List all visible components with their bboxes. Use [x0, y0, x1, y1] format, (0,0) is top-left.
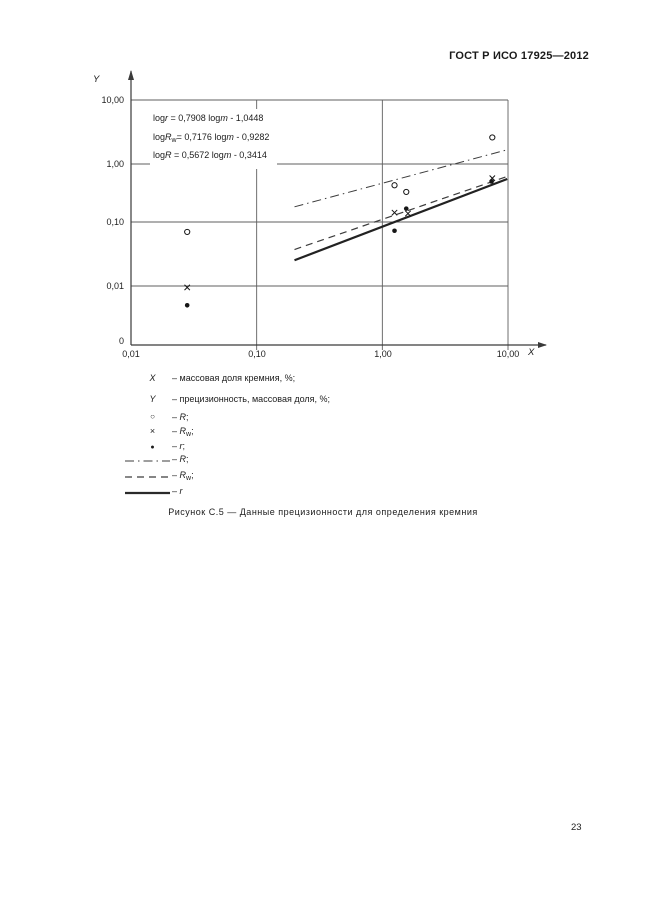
chart-legend: X – массовая доля кремния, %; Y – прециз…	[125, 368, 525, 508]
equation-r: logr = 0,7908 logm - 1,0448	[153, 113, 264, 123]
document-title: ГОСТ Р ИСО 17925—2012	[449, 50, 589, 62]
x-tick-0-01: 0,01	[122, 349, 140, 359]
legend-item-y-axis: Y – прецизионность, массовая доля, %;	[125, 394, 505, 408]
x-cross-marker-icon: ×	[149, 426, 156, 436]
y-tick-0-01: 0,01	[106, 281, 124, 291]
equation-rw: logRw= 0,7176 logm - 0,9282	[153, 131, 270, 144]
open-circle-marker-icon: ○	[150, 412, 155, 421]
y-axis-label: Y	[93, 74, 100, 85]
legend-item-Rw-marker: × – Rw;	[125, 426, 505, 440]
filled-dot-marker-icon: ●	[150, 444, 155, 451]
x-tick-10: 10,00	[496, 349, 520, 359]
y-tick-10: 10,00	[101, 95, 124, 105]
dashdot-line-icon	[125, 460, 170, 462]
legend-item-x-axis: X – массовая доля кремния, %;	[125, 373, 505, 387]
x-symbol: X	[149, 373, 156, 383]
legend-item-Rw-line: – Rw;	[125, 470, 505, 484]
page-number: 23	[571, 822, 582, 833]
x-tick-1: 1,00	[374, 349, 392, 359]
legend-item-R-marker: ○ – R;	[125, 412, 505, 426]
figure-caption: Рисунок С.5 — Данные прецизионности для …	[168, 507, 478, 517]
y-tick-origin: 0	[118, 336, 124, 346]
solid-line-icon	[125, 491, 170, 495]
y-symbol: Y	[149, 394, 156, 404]
regression-equations: logr = 0,7908 logm - 1,0448 logRw= 0,717…	[150, 109, 278, 169]
y-tick-0-10: 0,10	[106, 217, 124, 227]
legend-item-R-line: – R;	[125, 454, 505, 468]
x-axis-label: X	[528, 347, 535, 358]
y-tick-1: 1,00	[106, 159, 124, 169]
dashed-line-icon	[125, 476, 170, 478]
x-tick-0-10: 0,10	[248, 349, 266, 359]
legend-item-r-line: – r	[125, 486, 505, 500]
equation-R: logR = 0,5672 logm - 0,3414	[153, 150, 267, 160]
legend-item-r-marker: ● – r;	[125, 441, 505, 455]
